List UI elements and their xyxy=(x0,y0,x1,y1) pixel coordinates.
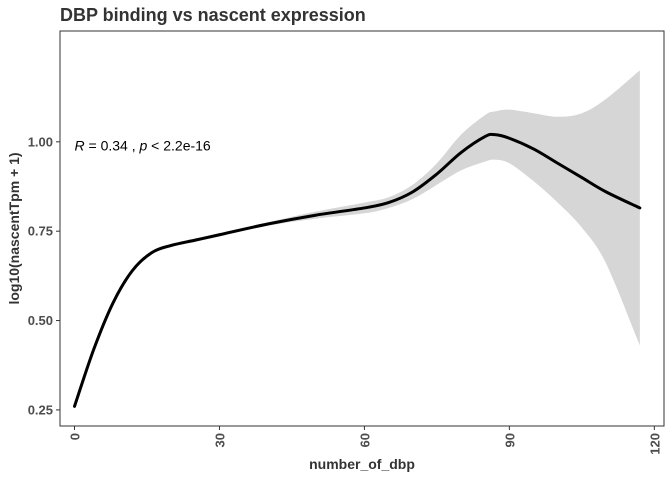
y-axis-title: log10(nascentTpm + 1) xyxy=(6,152,22,304)
x-axis-title: number_of_dbp xyxy=(309,456,415,472)
plot-panel xyxy=(59,30,665,427)
y-axis: 0.25 0.50 0.75 1.00 xyxy=(28,134,60,417)
annotation-r-value: = 0.34 , xyxy=(85,137,140,153)
annotation-p-value: < 2.2e-16 xyxy=(147,137,211,153)
chart-title: DBP binding vs nascent expression xyxy=(60,5,366,25)
y-tick-label: 0.75 xyxy=(28,224,53,239)
annotation-r-symbol: R xyxy=(74,137,84,153)
y-tick-label: 0.25 xyxy=(28,402,53,417)
x-tick-label: 0 xyxy=(67,433,82,440)
smooth-fit-line xyxy=(73,132,642,408)
x-tick-label: 60 xyxy=(357,433,372,447)
x-tick-label: 120 xyxy=(647,433,662,455)
y-tick-label: 1.00 xyxy=(28,134,53,149)
x-tick-label: 30 xyxy=(212,433,227,447)
annotation-p-symbol: p xyxy=(138,137,147,153)
confidence-band xyxy=(74,70,640,409)
correlation-annotation: R = 0.34 , p < 2.2e-16 xyxy=(74,137,210,153)
x-axis: 0 30 60 90 120 xyxy=(67,426,662,455)
plot-border xyxy=(59,30,665,427)
y-tick-label: 0.50 xyxy=(28,313,53,328)
plot-background xyxy=(60,31,664,426)
x-tick-label: 90 xyxy=(502,433,517,447)
